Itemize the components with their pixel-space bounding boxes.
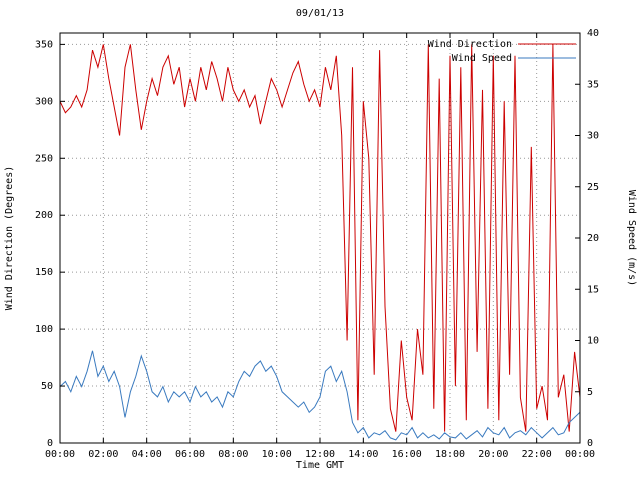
y-axis-right-label: Wind Speed (m/s) — [626, 190, 637, 286]
y-axis-left-label: Wind Direction (Degrees) — [4, 166, 15, 311]
grid-lines — [60, 33, 580, 443]
legend-label-wind-speed: Wind Speed — [452, 53, 512, 64]
y-right-tick-label: 30 — [587, 131, 599, 142]
x-tick-label: 16:00 — [392, 449, 422, 460]
x-tick-label: 18:00 — [435, 449, 465, 460]
legend: Wind Direction Wind Speed — [428, 39, 576, 64]
y-left-tick-label: 100 — [35, 324, 53, 335]
y-right-tick-label: 0 — [587, 438, 593, 449]
x-tick-label: 12:00 — [305, 449, 335, 460]
chart-title: 09/01/13 — [296, 8, 344, 19]
x-tick-label: 10:00 — [262, 449, 292, 460]
data-series — [59, 44, 581, 441]
y-left-tick-label: 350 — [35, 39, 53, 50]
x-axis-label: Time GMT — [296, 460, 344, 471]
x-tick-label: 04:00 — [132, 449, 162, 460]
y-left-tick-label: 0 — [47, 438, 53, 449]
x-tick-label: 02:00 — [88, 449, 118, 460]
x-tick-label: 08:00 — [218, 449, 248, 460]
y-right-tick-label: 40 — [587, 28, 599, 39]
x-tick-label: 22:00 — [522, 449, 552, 460]
y-right-tick-label: 35 — [587, 79, 599, 90]
y-right-tick-label: 10 — [587, 336, 599, 347]
series-line-wind-speed — [59, 350, 581, 441]
y-right-tick-label: 5 — [587, 387, 593, 398]
y-right-tick-label: 15 — [587, 284, 599, 295]
y-left-tick-label: 200 — [35, 210, 53, 221]
y-left-tick-label: 300 — [35, 96, 53, 107]
legend-label-wind-direction: Wind Direction — [428, 39, 512, 50]
series-line-wind-direction — [59, 44, 581, 432]
x-tick-label: 00:00 — [565, 449, 595, 460]
x-tick-label: 20:00 — [478, 449, 508, 460]
y-left-tick-label: 150 — [35, 267, 53, 278]
y-left-tick-label: 50 — [41, 381, 53, 392]
x-tick-label: 06:00 — [175, 449, 205, 460]
y-right-tick-label: 25 — [587, 182, 599, 193]
x-tick-label: 14:00 — [348, 449, 378, 460]
x-tick-label: 00:00 — [45, 449, 75, 460]
tick-marks — [59, 32, 581, 444]
tick-labels: 00:00 02:00 04:00 06:00 08:00 10:00 12:00 14:00… — [35, 28, 599, 460]
y-left-tick-label: 250 — [35, 153, 53, 164]
y-right-tick-label: 20 — [587, 233, 599, 244]
